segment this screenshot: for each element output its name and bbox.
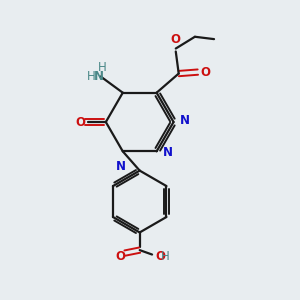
Text: H: H [161, 250, 170, 263]
Text: O: O [201, 66, 211, 79]
Text: O: O [115, 250, 125, 262]
Text: N: N [94, 70, 104, 83]
Text: N: N [180, 114, 190, 127]
Text: O: O [76, 116, 86, 128]
Text: O: O [171, 33, 181, 46]
Text: H: H [87, 70, 96, 83]
Text: N: N [163, 146, 173, 159]
Text: N: N [116, 160, 125, 172]
Text: O: O [155, 250, 165, 263]
Text: H: H [98, 61, 106, 74]
